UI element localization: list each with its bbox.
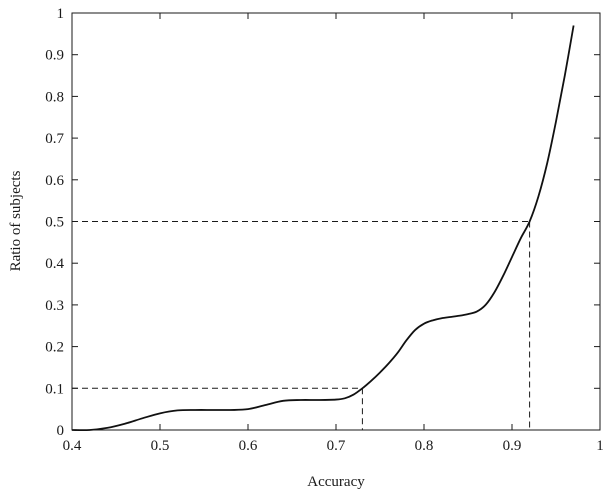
y-tick-label: 0 <box>57 423 65 439</box>
y-tick-label: 0.7 <box>45 131 64 147</box>
y-axis-ticks: 0 0.1 0.2 0.3 0.4 0.5 0.6 0.7 0.8 0.9 1 <box>45 6 600 439</box>
x-tick-label: 0.4 <box>63 438 82 454</box>
y-tick-label: 0.5 <box>45 215 64 231</box>
x-tick-label: 0.5 <box>151 438 170 454</box>
x-tick-label: 1 <box>596 438 603 454</box>
y-tick-label: 1 <box>57 6 65 22</box>
y-tick-label: 0.9 <box>45 48 64 64</box>
y-tick-label: 0.8 <box>45 89 64 105</box>
x-tick-label: 0.6 <box>239 438 258 454</box>
x-tick-label: 0.7 <box>327 438 346 454</box>
y-tick-label: 0.1 <box>45 381 64 397</box>
y-axis-title: Ratio of subjects <box>8 170 24 271</box>
series-group <box>71 25 575 432</box>
x-axis-title: Accuracy <box>307 474 365 490</box>
y-tick-label: 0.2 <box>45 340 64 356</box>
y-tick-label: 0.3 <box>45 298 64 314</box>
y-tick-label: 0.4 <box>45 256 64 272</box>
series-line <box>71 25 575 432</box>
x-tick-label: 0.9 <box>503 438 522 454</box>
x-tick-label: 0.8 <box>415 438 434 454</box>
y-tick-label: 0.6 <box>45 173 64 189</box>
reference-lines <box>72 221 531 430</box>
x-axis-ticks: 0.4 0.5 0.6 0.7 0.8 0.9 1 <box>63 13 603 454</box>
